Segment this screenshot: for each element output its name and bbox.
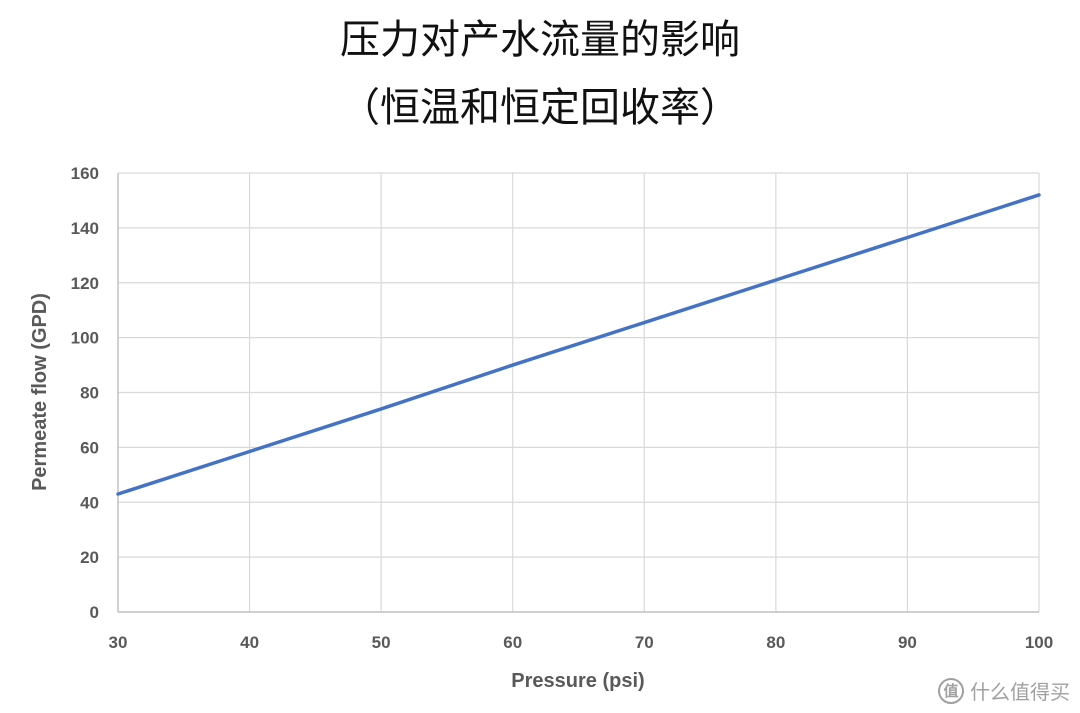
axes <box>117 173 1039 613</box>
x-tick-label: 30 <box>109 633 128 652</box>
series-line <box>116 193 1041 496</box>
chart-title: 压力对产水流量的影响 <box>340 17 740 63</box>
y-tick-label: 0 <box>90 603 99 622</box>
y-tick-label: 160 <box>71 164 99 183</box>
y-tick-label: 140 <box>71 219 99 238</box>
gridlines <box>118 172 1040 612</box>
y-tick-label: 20 <box>80 548 99 567</box>
y-tick-label: 80 <box>80 384 99 403</box>
tick-labels: 0 20 40 60 80 100 120 140 160 30 40 50 60 70 80 90 100 <box>71 164 1054 652</box>
watermark-logo-icon: 值 <box>938 677 964 704</box>
watermark-text: 什么值得买 <box>970 680 1070 704</box>
x-tick-label: 40 <box>240 633 259 652</box>
y-tick-label: 40 <box>80 493 99 512</box>
y-tick-label: 60 <box>80 438 99 457</box>
series-layer <box>116 193 1041 496</box>
chart-subtitle: （恒温和恒定回收率） <box>340 85 740 131</box>
y-tick-label: 120 <box>71 274 99 293</box>
x-tick-label: 70 <box>635 633 654 652</box>
watermark: 值 什么值得买 <box>938 676 1070 705</box>
y-axis-label: Permeate flow (GPD) <box>29 293 51 491</box>
x-axis-label: Pressure (psi) <box>511 670 644 692</box>
x-tick-label: 60 <box>503 633 522 652</box>
x-tick-label: 100 <box>1025 633 1053 652</box>
x-tick-label: 90 <box>898 633 917 652</box>
x-tick-label: 80 <box>766 633 785 652</box>
y-tick-label: 100 <box>71 329 99 348</box>
x-tick-label: 50 <box>372 633 391 652</box>
